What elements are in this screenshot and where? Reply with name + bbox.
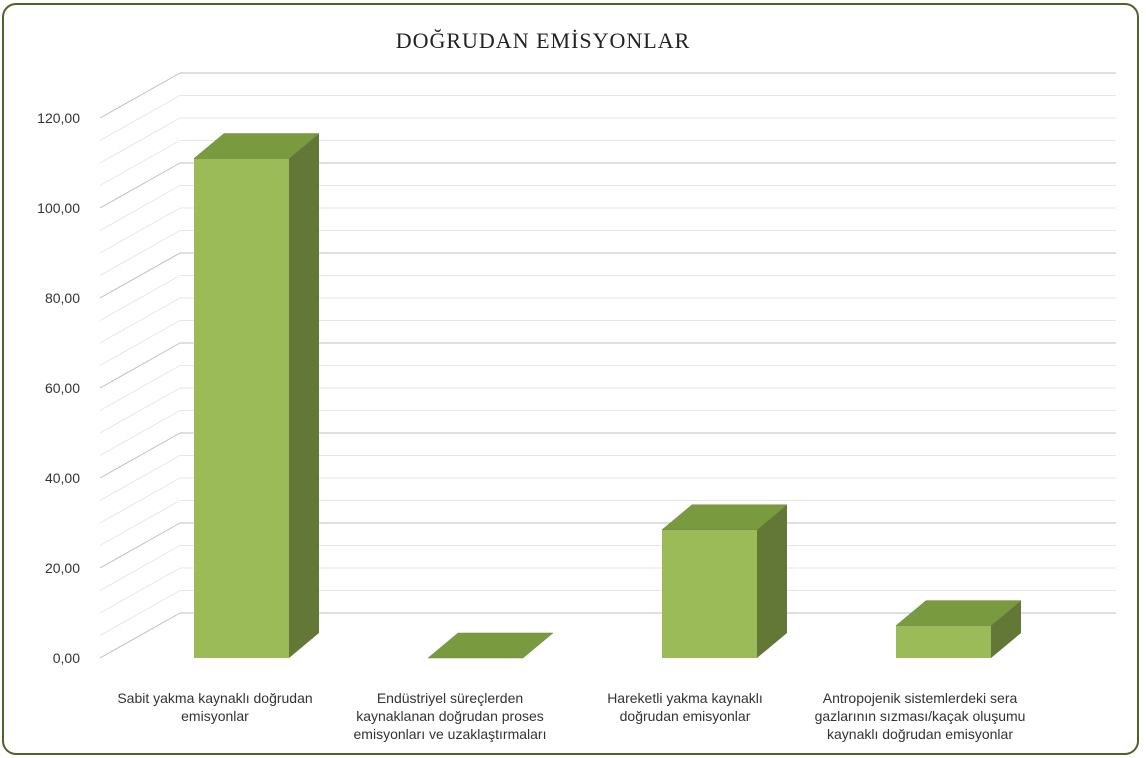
y-tick-label: 60,00 bbox=[45, 380, 80, 396]
gridline-diagonal bbox=[99, 252, 181, 299]
bar-top bbox=[895, 600, 1022, 626]
chart-title: DOĞRUDAN EMİSYONLAR bbox=[396, 28, 691, 53]
y-tick-label: 120,00 bbox=[37, 110, 80, 126]
gridline-diagonal bbox=[99, 117, 181, 164]
gridline-diagonal bbox=[99, 387, 181, 434]
bar-4 bbox=[895, 600, 1022, 658]
bar-front bbox=[662, 529, 757, 658]
gridline-diagonal bbox=[99, 297, 181, 344]
bar-3 bbox=[661, 504, 788, 658]
bar-front bbox=[194, 158, 289, 658]
gridline-diagonal bbox=[99, 185, 181, 231]
gridline-diagonal bbox=[99, 522, 181, 569]
y-tick-label: 100,00 bbox=[37, 200, 80, 216]
bar-side bbox=[289, 133, 319, 658]
x-category-label: Hareketli yakma kaynaklı doğrudan emisyon… bbox=[607, 690, 763, 724]
gridline-diagonal bbox=[99, 612, 181, 659]
y-tick-label: 40,00 bbox=[45, 470, 80, 486]
y-tick-label: 80,00 bbox=[45, 290, 80, 306]
gridline-diagonal bbox=[99, 432, 181, 479]
bar-1 bbox=[193, 133, 320, 658]
bar-top bbox=[427, 632, 554, 659]
bar-side bbox=[991, 600, 1021, 658]
x-category-label: Sabit yakma kaynaklı doğrudan emisyonlar bbox=[117, 690, 312, 724]
y-tick-label: 0,00 bbox=[53, 650, 80, 666]
bar-top bbox=[193, 133, 320, 159]
gridline-diagonal bbox=[99, 320, 181, 366]
gridline-diagonal bbox=[99, 590, 181, 636]
gridline-diagonal bbox=[99, 365, 181, 411]
y-axis-ticks: 0,00 20,00 40,00 60,00 80,00 100,00 120,00 bbox=[37, 110, 80, 666]
gridline-diagonal bbox=[99, 342, 181, 389]
gridline-diagonal bbox=[99, 410, 181, 456]
gridline-diagonal bbox=[99, 500, 181, 546]
x-category-label: Antropojenik sistemlerdeki sera gazlarını… bbox=[815, 690, 1026, 742]
gridline-diagonal bbox=[99, 455, 181, 501]
bar-front bbox=[896, 625, 991, 658]
gridlines bbox=[99, 72, 1116, 659]
gridline-diagonal bbox=[99, 545, 181, 591]
y-tick-label: 20,00 bbox=[45, 560, 80, 576]
gridline-diagonal bbox=[99, 72, 181, 119]
gridline-diagonal bbox=[99, 567, 181, 614]
bar-2 bbox=[427, 632, 554, 659]
x-category-label: Endüstriyel süreçlerden kaynaklanan doğru… bbox=[354, 690, 547, 742]
bar-side bbox=[757, 504, 787, 658]
bars bbox=[193, 133, 1022, 659]
gridline-diagonal bbox=[99, 162, 181, 209]
gridline-diagonal bbox=[99, 230, 181, 276]
gridline-diagonal bbox=[99, 207, 181, 254]
gridline-diagonal bbox=[99, 140, 181, 186]
gridline-diagonal bbox=[99, 275, 181, 321]
gridline-diagonal bbox=[99, 477, 181, 524]
gridline-diagonal bbox=[99, 95, 181, 141]
bar-top bbox=[661, 504, 788, 530]
x-axis-labels: Sabit yakma kaynaklı doğrudan emisyonlar E… bbox=[117, 690, 1025, 742]
